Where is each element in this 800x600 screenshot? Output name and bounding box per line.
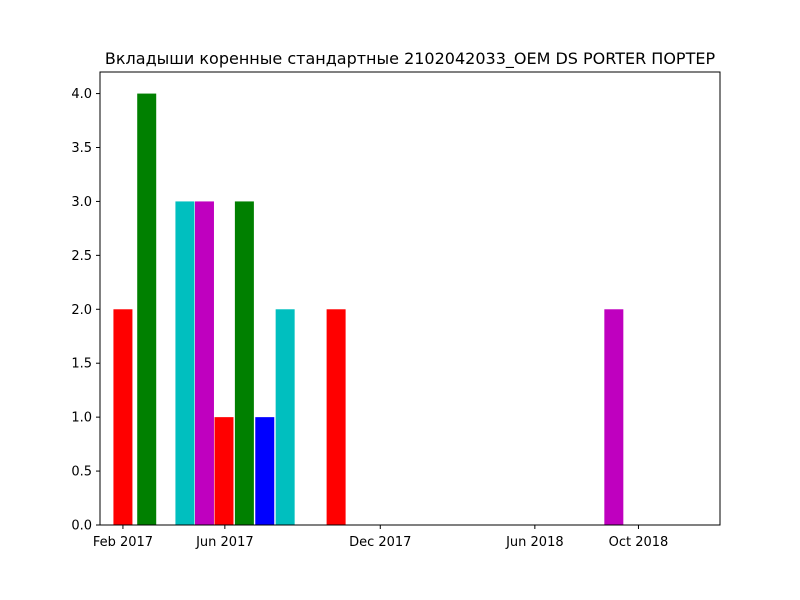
bar-1 xyxy=(113,309,133,525)
bar-6 xyxy=(234,201,254,525)
y-tick-label: 1.0 xyxy=(71,411,92,426)
bars-layer xyxy=(113,93,624,526)
bar-4 xyxy=(194,201,214,525)
y-tick-label: 4.0 xyxy=(71,87,92,102)
bar-8 xyxy=(275,309,295,525)
x-tick-label: Jun 2017 xyxy=(195,535,254,550)
plot-frame xyxy=(99,71,721,526)
bar-5 xyxy=(214,417,234,525)
x-tick-label: Oct 2018 xyxy=(609,535,669,550)
bar-9 xyxy=(326,309,346,525)
x-tick-label: Jun 2018 xyxy=(505,535,564,550)
y-tick-label: 2.0 xyxy=(71,303,92,318)
y-tick-label: 0.5 xyxy=(71,465,92,480)
bar-10 xyxy=(604,309,624,525)
y-tick-label: 1.5 xyxy=(71,357,92,372)
chart-title: Вкладыши коренные стандартные 2102042033… xyxy=(105,49,716,69)
x-tick-label: Feb 2017 xyxy=(93,535,153,550)
y-tick-label: 3.5 xyxy=(71,141,92,156)
bar-3 xyxy=(175,201,195,525)
y-axis: 0.0 0.5 1.0 1.5 2.0 2.5 3.0 3.5 4.0 xyxy=(71,87,100,534)
y-tick-label: 0.0 xyxy=(71,519,92,534)
bar-7 xyxy=(255,417,275,525)
x-tick-label: Dec 2017 xyxy=(349,535,411,550)
y-tick-label: 2.5 xyxy=(71,249,92,264)
bar-2 xyxy=(137,93,157,526)
y-tick-label: 3.0 xyxy=(71,195,92,210)
x-axis: Feb 2017 Jun 2017 Dec 2017 Jun 2018 Oct 2018 xyxy=(93,525,669,550)
